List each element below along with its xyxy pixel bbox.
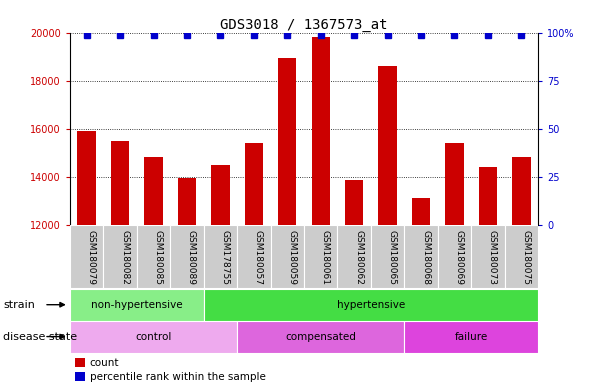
Bar (77, 131, 96, 384)
Text: percentile rank within the sample: percentile rank within the sample (89, 371, 266, 382)
Bar (237, 321, 404, 353)
Text: GSM180075: GSM180075 (521, 230, 530, 285)
Text: GSM178755: GSM178755 (220, 230, 229, 285)
Text: GSM180082: GSM180082 (120, 230, 129, 285)
Bar (445, 143, 464, 384)
Bar (204, 225, 237, 288)
Title: GDS3018 / 1367573_at: GDS3018 / 1367573_at (220, 18, 388, 31)
Bar (412, 198, 430, 384)
Bar (237, 225, 271, 288)
Text: GSM180073: GSM180073 (488, 230, 497, 285)
Bar (345, 180, 364, 384)
Bar (271, 225, 304, 288)
Text: GSM180085: GSM180085 (153, 230, 162, 285)
Bar (371, 225, 404, 288)
Bar (244, 143, 263, 384)
Bar (178, 178, 196, 384)
Text: GSM180089: GSM180089 (187, 230, 196, 285)
Bar (404, 225, 438, 288)
Bar (304, 225, 337, 288)
Bar (478, 167, 497, 384)
Text: GSM180061: GSM180061 (321, 230, 330, 285)
Bar (378, 66, 397, 384)
Text: failure: failure (455, 331, 488, 342)
Bar (204, 289, 538, 321)
Text: strain: strain (3, 300, 35, 310)
Bar (70, 225, 103, 288)
Text: GSM180065: GSM180065 (388, 230, 396, 285)
Bar (211, 165, 230, 384)
Text: non-hypertensive: non-hypertensive (91, 300, 182, 310)
Text: compensated: compensated (285, 331, 356, 342)
Text: GSM180059: GSM180059 (287, 230, 296, 285)
Bar (137, 225, 170, 288)
Bar (404, 321, 538, 353)
Bar (471, 225, 505, 288)
Text: GSM180062: GSM180062 (354, 230, 363, 285)
Bar (75, 372, 85, 381)
Bar (75, 358, 85, 367)
Bar (144, 157, 163, 384)
Bar (278, 58, 297, 384)
Text: disease state: disease state (3, 331, 77, 342)
Bar (512, 157, 531, 384)
Text: GSM180057: GSM180057 (254, 230, 263, 285)
Bar (70, 289, 204, 321)
Text: GSM180069: GSM180069 (454, 230, 463, 285)
Bar (103, 225, 137, 288)
Bar (438, 225, 471, 288)
Text: GSM180068: GSM180068 (421, 230, 430, 285)
Bar (505, 225, 538, 288)
Text: GSM180079: GSM180079 (86, 230, 95, 285)
Bar (111, 141, 130, 384)
Text: control: control (136, 331, 171, 342)
Bar (70, 321, 237, 353)
Text: hypertensive: hypertensive (337, 300, 405, 310)
Text: count: count (89, 358, 119, 368)
Bar (337, 225, 371, 288)
Bar (170, 225, 204, 288)
Bar (311, 38, 330, 384)
